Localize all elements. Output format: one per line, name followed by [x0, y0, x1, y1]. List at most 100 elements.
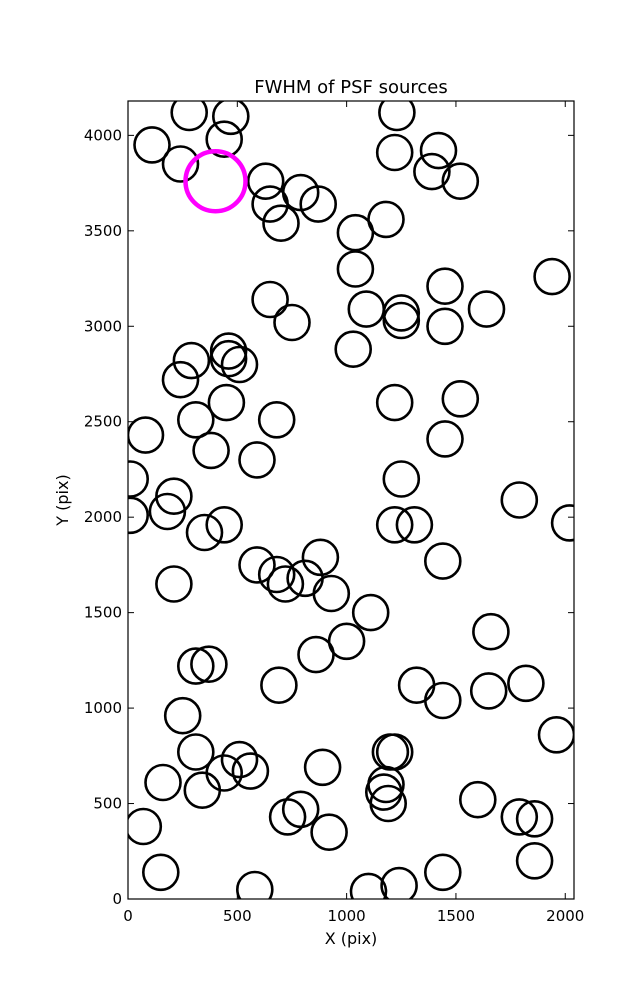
- source-point: [128, 460, 149, 498]
- y-tick-label: 3000: [84, 317, 122, 335]
- source-point: [537, 716, 574, 754]
- y-tick-label: 1500: [84, 604, 122, 622]
- source-point: [312, 574, 351, 613]
- source-point: [301, 538, 340, 577]
- source-point: [205, 505, 243, 544]
- source-point: [375, 133, 414, 172]
- source-point: [419, 131, 458, 170]
- source-point: [500, 798, 539, 836]
- source-point: [281, 790, 320, 829]
- source-point: [260, 666, 298, 705]
- source-point: [441, 379, 480, 418]
- source-point: [395, 505, 434, 544]
- source-point: [469, 672, 508, 710]
- chart-title: FWHM of PSF sources: [254, 77, 448, 98]
- source-point: [375, 383, 414, 422]
- source-point: [423, 542, 462, 580]
- source-point: [128, 416, 165, 454]
- source-point: [297, 635, 335, 674]
- source-point: [413, 152, 451, 191]
- source-point: [351, 593, 390, 632]
- source-point: [155, 477, 193, 516]
- source-point: [177, 400, 215, 439]
- source-point: [209, 332, 248, 370]
- source-point: [142, 853, 180, 892]
- y-tick-label: 1000: [84, 699, 122, 717]
- source-point: [347, 290, 386, 328]
- source-point: [550, 504, 574, 542]
- source-point: [382, 460, 421, 498]
- source-point: [236, 870, 274, 899]
- highlighted-source-point: [183, 148, 248, 214]
- source-point: [334, 330, 373, 369]
- source-point: [257, 400, 296, 439]
- source-point: [205, 120, 243, 158]
- source-point: [397, 666, 436, 705]
- source-point: [268, 798, 307, 836]
- x-tick-label: 1000: [328, 907, 366, 925]
- source-point: [133, 126, 171, 164]
- source-point: [382, 301, 421, 340]
- source-point: [246, 162, 285, 200]
- source-point: [144, 763, 182, 802]
- y-tick-label: 500: [93, 795, 122, 813]
- source-point: [515, 799, 554, 838]
- source-point: [426, 267, 464, 306]
- x-tick-label: 0: [123, 907, 133, 925]
- source-point: [128, 807, 163, 846]
- x-axis-label: X (pix): [325, 929, 378, 948]
- source-point: [163, 696, 202, 735]
- y-axis-label: Y (pix): [53, 474, 72, 526]
- source-point: [170, 101, 208, 132]
- source-point: [220, 345, 259, 384]
- source-point: [380, 866, 418, 899]
- source-point: [382, 294, 421, 332]
- source-point: [155, 565, 193, 603]
- source-point: [375, 505, 414, 544]
- source-point: [251, 185, 289, 223]
- source-point: [426, 420, 464, 458]
- y-tick-label: 4000: [84, 126, 122, 144]
- source-point: [500, 481, 539, 519]
- source-point: [161, 360, 200, 399]
- plot-frame: [127, 100, 575, 900]
- source-point: [423, 853, 462, 892]
- source-point: [369, 784, 408, 823]
- source-point: [185, 513, 224, 552]
- source-point: [423, 681, 462, 720]
- source-point: [212, 101, 250, 136]
- x-tick-label: 500: [223, 907, 252, 925]
- source-point: [467, 290, 506, 328]
- x-tick-label: 2000: [546, 907, 584, 925]
- source-point: [251, 280, 289, 319]
- source-point: [148, 492, 187, 531]
- source-point: [310, 813, 348, 852]
- source-point: [209, 339, 248, 378]
- source-point: [262, 204, 300, 242]
- source-point: [190, 645, 228, 684]
- source-point: [336, 250, 375, 288]
- source-point: [207, 383, 246, 422]
- source-point: [303, 748, 342, 787]
- axis-ticks: 0 500 1000 1500 2000 0 500 1000 1500 2000 2500 3000…: [84, 101, 584, 925]
- source-point: [220, 740, 259, 779]
- source-point: [515, 841, 554, 880]
- source-point: [441, 162, 480, 200]
- source-point: [161, 145, 200, 183]
- source-point: [273, 303, 311, 342]
- y-tick-label: 0: [112, 890, 122, 908]
- source-point: [266, 565, 305, 603]
- source-point: [367, 200, 405, 239]
- plot-area: [128, 101, 574, 899]
- y-tick-label: 2000: [84, 508, 122, 526]
- source-point: [349, 872, 388, 899]
- y-tick-label: 2500: [84, 413, 122, 431]
- source-point: [472, 612, 510, 651]
- source-point: [238, 546, 276, 584]
- source-point: [172, 341, 211, 380]
- x-tick-label: 1500: [437, 907, 475, 925]
- source-point: [378, 101, 416, 132]
- source-point: [128, 496, 149, 535]
- source-point: [533, 257, 571, 296]
